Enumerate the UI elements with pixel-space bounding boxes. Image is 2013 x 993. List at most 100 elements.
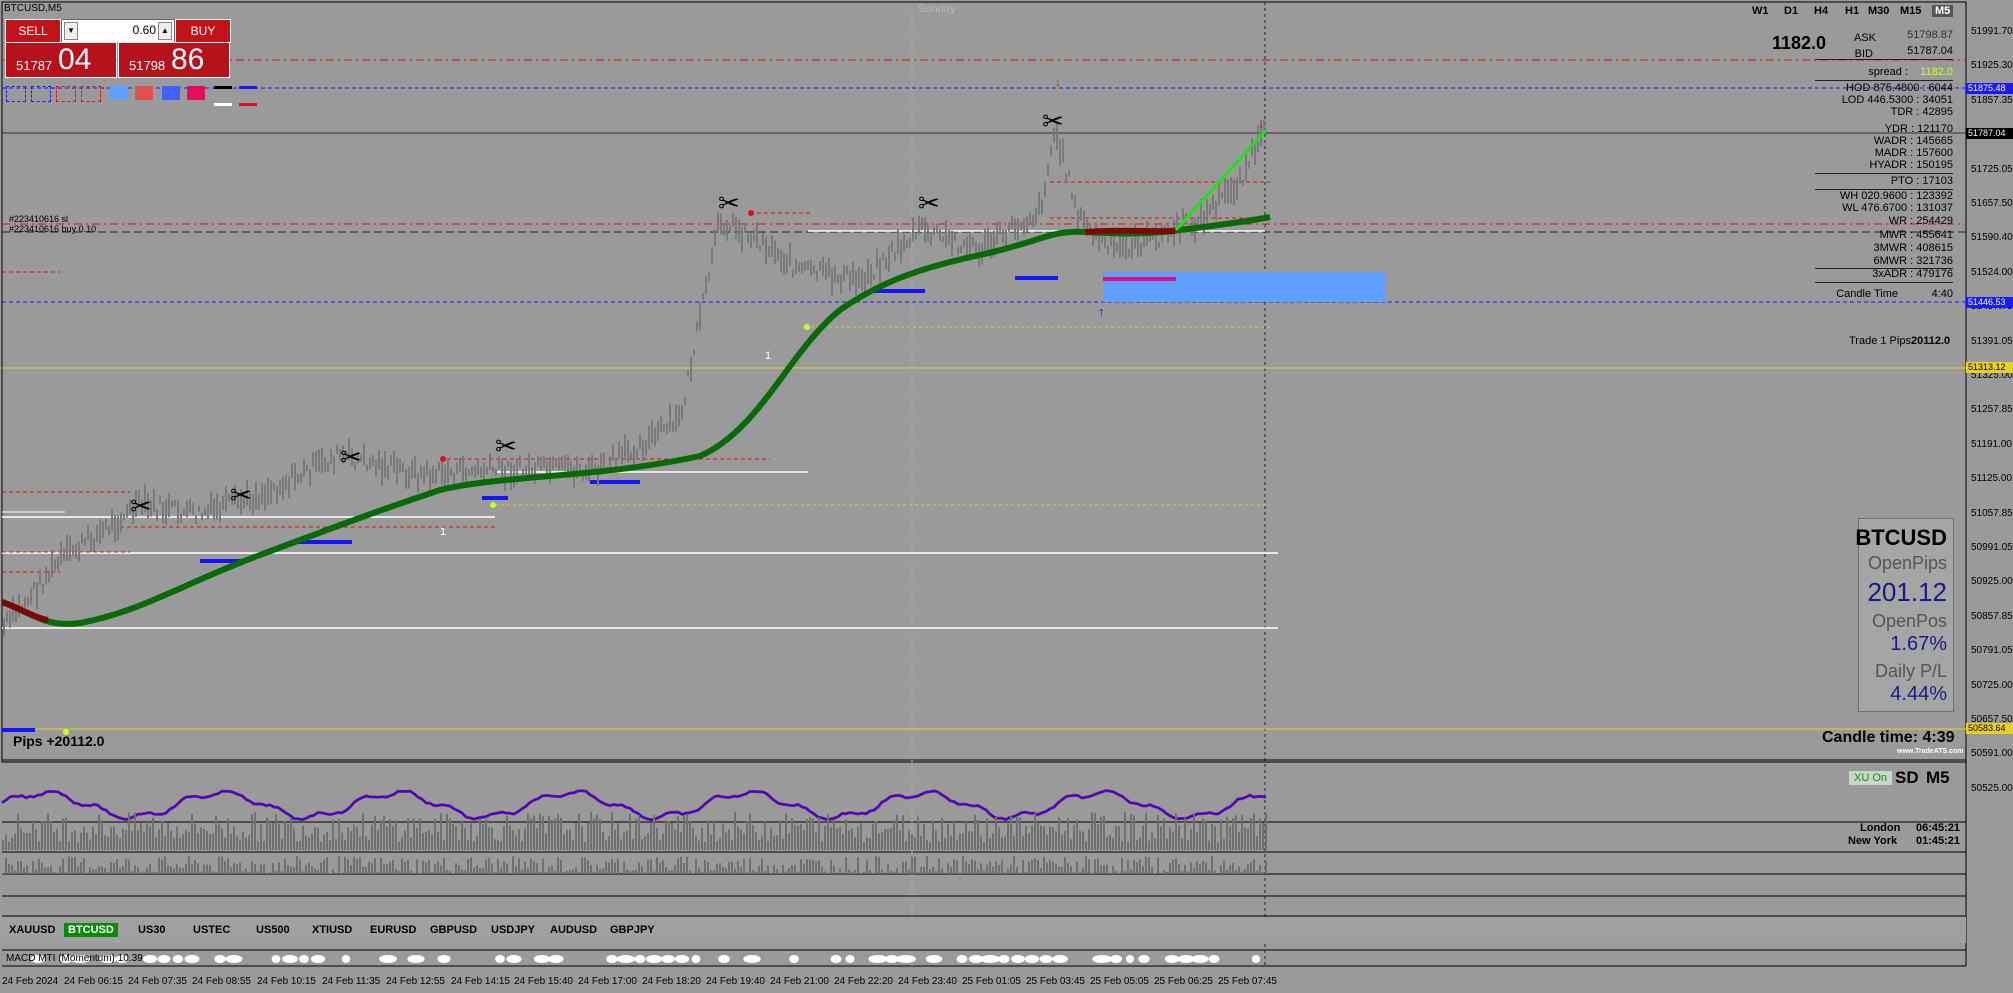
xu-on-toggle[interactable]: XU On (1849, 771, 1893, 785)
tf-w1[interactable]: W1 (1752, 5, 1769, 17)
symbol-audusd[interactable]: AUDUSD (550, 924, 598, 936)
momentum-dot (1164, 955, 1180, 963)
svg-text:✂: ✂ (495, 432, 517, 462)
sell-price[interactable]: 51787 04 (5, 42, 117, 78)
symbol-btcusd[interactable]: BTCUSD (64, 923, 118, 937)
momentum-dot (661, 955, 675, 963)
tf-m30[interactable]: M30 (1868, 5, 1890, 17)
symbol-gbpjpy[interactable]: GBPJPY (610, 924, 655, 936)
open-pos-value: 1.67% (1890, 633, 1947, 655)
m5-label: M5 (1926, 768, 1950, 787)
info-panel: ASK 51798.87 BID 51787.04 spread : 1182.… (1815, 28, 1953, 300)
window-title: BTCUSD,M5 (4, 3, 62, 14)
tf-h4[interactable]: H4 (1814, 5, 1829, 17)
lot-size-field[interactable]: ▼ 0.60 ▲ (61, 19, 175, 43)
lot-size-value[interactable]: 0.60 (132, 23, 156, 37)
sell-button[interactable]: SELL (5, 19, 61, 43)
symbol-us30[interactable]: US30 (138, 924, 166, 936)
red-fill-icon[interactable] (135, 86, 153, 100)
momentum-dot (968, 955, 984, 963)
time-axis-label: 24 Feb 06:15 (64, 976, 123, 987)
symbol-bar: XAUUSD BTCUSD US30 USTEC US500 XTIUSD EU… (0, 917, 1966, 943)
marker-one-b: 1 (440, 526, 447, 538)
wl-row: WL 476.6700 : 131037 (1842, 202, 1953, 214)
open-pos-label: OpenPos (1871, 611, 1947, 631)
lot-decrease-button[interactable]: ▼ (64, 22, 78, 40)
daily-pl-label: Daily P/L (1874, 661, 1947, 681)
momentum-dot (282, 955, 298, 963)
price-axis-label: 50857.85 (1971, 610, 2013, 622)
momentum-dot (70, 955, 90, 963)
price-axis-label: 51257.85 (1971, 404, 2013, 416)
blue-red-line-icon[interactable] (239, 86, 257, 106)
svg-text:↑: ↑ (1098, 304, 1105, 319)
symbol-usdjpy[interactable]: USDJPY (491, 924, 536, 936)
momentum-dot (59, 955, 73, 963)
black-white-line-icon[interactable] (214, 86, 232, 106)
time-axis-label: 24 Feb 19:40 (706, 976, 765, 987)
symbol-us500[interactable]: US500 (256, 924, 290, 936)
time-axis-label: 25 Feb 03:45 (1026, 976, 1085, 987)
momentum-dot (830, 955, 842, 963)
tf-m5[interactable]: M5 (1932, 5, 1954, 17)
momentum-dot (379, 955, 397, 963)
tdr-row: TDR : 42895 (1890, 106, 1953, 118)
bid-value: 51787.04 (1907, 45, 1953, 57)
time-axis-label: 24 Feb 14:15 (451, 976, 510, 987)
dotted-red-style-icon[interactable] (81, 86, 101, 102)
tf-m15[interactable]: M15 (1900, 5, 1922, 17)
momentum-dot (548, 955, 564, 963)
price-axis-label: 51325.00 (1971, 370, 2013, 381)
dashed-red-style-icon[interactable] (56, 86, 76, 102)
time-axis-label: 24 Feb 2024 (2, 976, 59, 987)
price-tag-yellow-mid: 51313.12 (1966, 362, 2013, 373)
solid-magenta-icon[interactable] (187, 86, 205, 100)
time-axis-label: 24 Feb 15:40 (514, 976, 573, 987)
symbol-xauusd[interactable]: XAUUSD (9, 924, 56, 936)
price-axis-label: 51991.70 (1971, 26, 2013, 37)
momentum-dot (1138, 955, 1150, 963)
symbol-gbpusd[interactable]: GBPUSD (430, 924, 478, 936)
bid-label: BID (1854, 48, 1873, 60)
spread-label: spread : (1868, 66, 1908, 78)
time-axis-label: 24 Feb 07:35 (128, 976, 187, 987)
symbol-xtiusd[interactable]: XTIUSD (312, 924, 353, 936)
momentum-dot (184, 955, 200, 963)
momentum-dot (606, 955, 618, 963)
symbol-ustec[interactable]: USTEC (193, 924, 231, 936)
price-axis-label: 50925.00 (1971, 576, 2013, 588)
price-axis-label: 50725.00 (1971, 679, 2013, 691)
momentum-dot (1208, 955, 1220, 963)
newyork-time: 01:45:21 (1916, 835, 1961, 847)
time-axis-label: 25 Feb 01:05 (962, 976, 1021, 987)
momentum-dot (341, 955, 351, 963)
svg-text:↓: ↓ (1055, 75, 1061, 89)
price-tag-blue-bottom: 51446.53 (1966, 297, 2013, 308)
momentum-dot (925, 955, 943, 963)
momentum-dot (506, 955, 522, 963)
buy-price[interactable]: 51798 86 (118, 42, 230, 78)
tf-d1[interactable]: D1 (1784, 5, 1799, 17)
session-label: Sunday (918, 3, 956, 15)
lot-increase-button[interactable]: ▲ (158, 22, 172, 40)
hyadr-row: HYADR : 150195 (1869, 159, 1953, 171)
candle-time-value: 4:40 (1931, 288, 1953, 300)
solid-blue-icon[interactable] (162, 86, 180, 100)
dashed-blue-style-icon[interactable] (6, 86, 26, 102)
london-time: 06:45:21 (1916, 822, 1961, 834)
symbol-eurusd[interactable]: EURUSD (370, 924, 417, 936)
svg-text:✂: ✂ (918, 189, 940, 219)
dotted-blue-style-icon[interactable] (31, 86, 51, 102)
momentum-dot (116, 955, 128, 963)
price-axis-label: 51125.00 (1971, 473, 2012, 485)
blue-fill-icon[interactable] (110, 86, 128, 100)
price-axis-label: 51725.05 (1971, 163, 2013, 175)
london-label: London (1860, 822, 1901, 834)
time-axis-label: 24 Feb 11:35 (322, 976, 381, 987)
one-click-trade-panel: SELL ▼ 0.60 ▲ BUY 51787 04 51798 86 (5, 19, 231, 78)
tf-h1[interactable]: H1 (1845, 5, 1860, 17)
buy-button[interactable]: BUY (175, 19, 231, 43)
price-tag-blue-top: 51875.48 (1966, 83, 2013, 94)
buy-price-big: 86 (171, 43, 205, 76)
